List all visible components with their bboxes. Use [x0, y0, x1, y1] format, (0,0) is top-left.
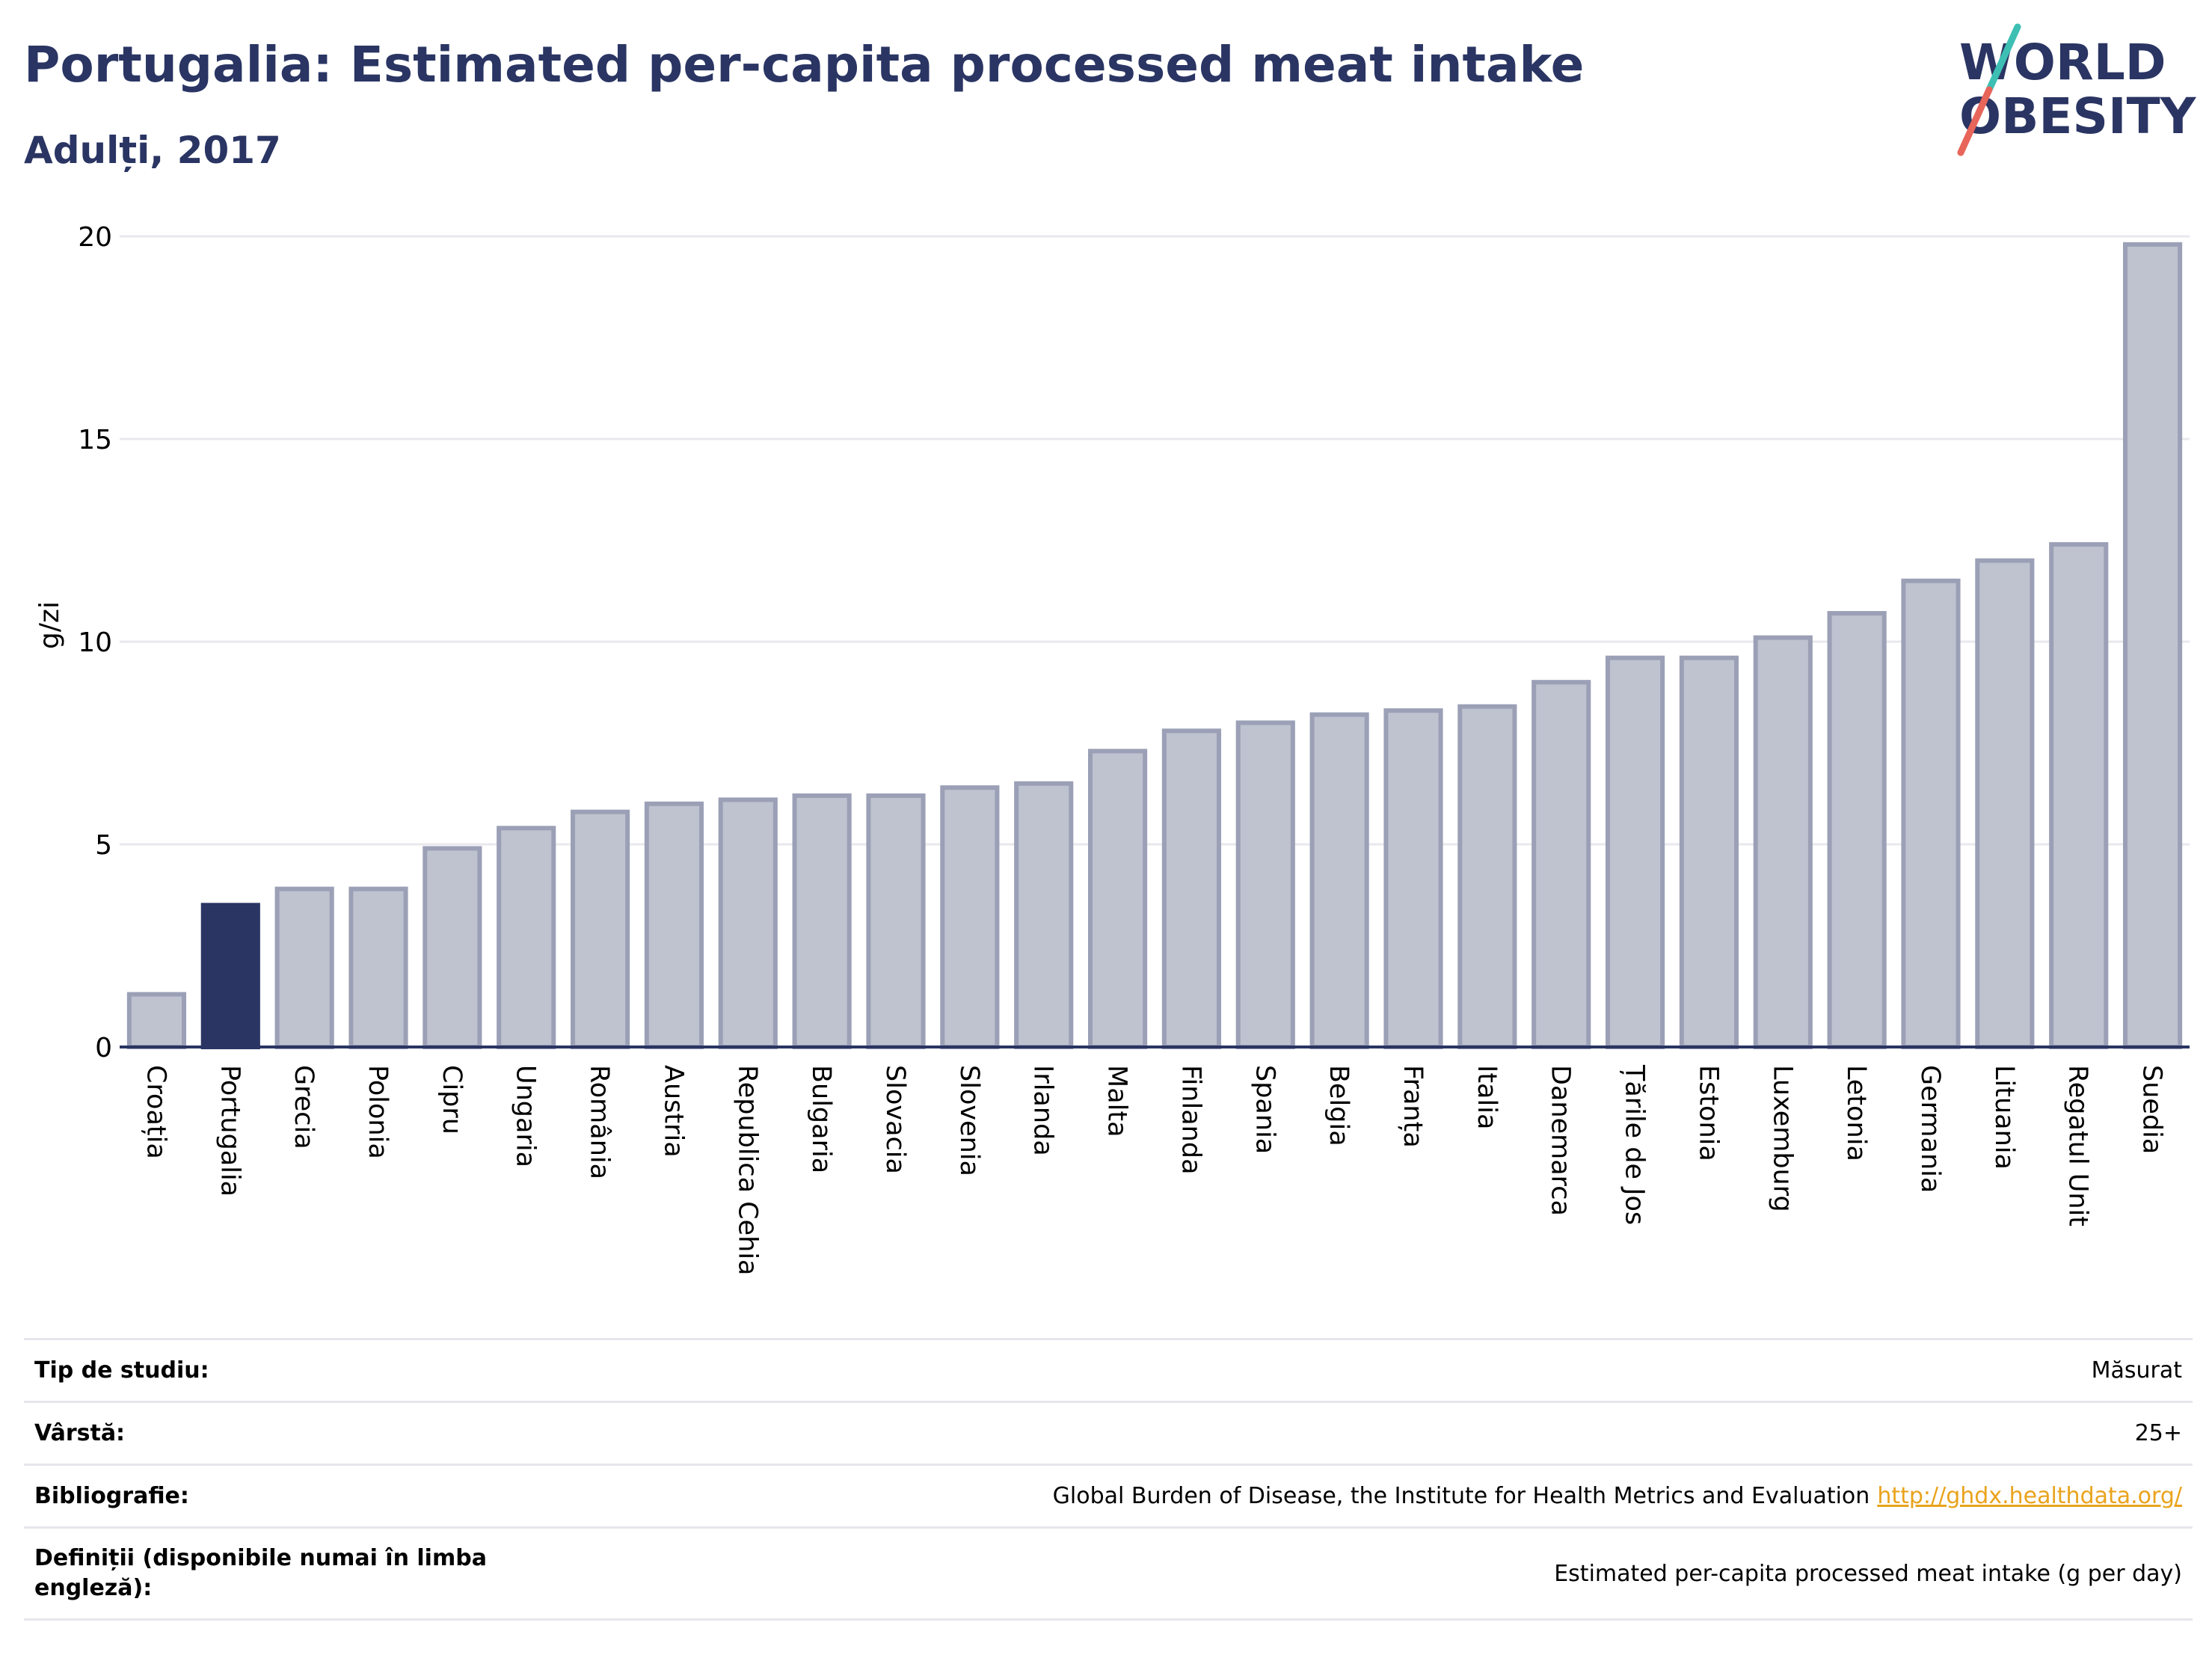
bars: [126, 242, 2183, 1050]
x-tick-label: Danemarca: [1546, 1065, 1576, 1216]
x-tick-label: Italia: [1472, 1065, 1502, 1129]
logo-accent-coral: [1957, 86, 1993, 156]
x-tick-label: Regatul Unit: [2063, 1065, 2093, 1226]
meta-value: Global Burden of Disease, the Institute …: [1053, 1483, 2193, 1509]
x-tick-label: Finlanda: [1176, 1065, 1205, 1175]
bar-irlanda: [1014, 781, 1074, 1049]
x-tick-label: Belgia: [1324, 1065, 1354, 1146]
bar-malta: [1087, 749, 1148, 1050]
x-tick-label: Franța: [1398, 1065, 1428, 1148]
y-tick-label: 20: [78, 222, 112, 253]
x-tick-label: Austria: [658, 1065, 688, 1158]
bar-danemarca: [1531, 680, 1591, 1049]
x-tick-label: Croația: [141, 1065, 170, 1159]
x-tick-label: Polonia: [363, 1065, 393, 1159]
meta-row: Tip de studiu: Măsurat: [24, 1338, 2193, 1401]
bar-suedia: [2122, 242, 2183, 1050]
x-tick-label: Slovenia: [954, 1065, 984, 1176]
chart-title: Portugalia: Estimated per-capita process…: [24, 36, 1585, 93]
meta-value-text: 25+: [2134, 1420, 2182, 1446]
bar-grecia: [274, 886, 334, 1049]
bar-belgia: [1309, 712, 1369, 1049]
x-axis-labels: Croația Portugalia Grecia Polonia Cipru Ungar…: [141, 1064, 2166, 1276]
bar-românia: [570, 809, 630, 1049]
bar-franța: [1383, 708, 1443, 1049]
logo-line2: OBESITY: [1959, 87, 2197, 145]
meta-row: Bibliografie: Global Burden of Disease, t…: [24, 1464, 2193, 1526]
bar-letonia: [1827, 611, 1887, 1049]
bar-finlanda: [1161, 728, 1222, 1049]
x-tick-label: Bulgaria: [806, 1065, 836, 1173]
x-tick-label: Spania: [1250, 1065, 1279, 1154]
meta-label: Tip de studiu:: [34, 1357, 209, 1384]
x-tick-label: România: [585, 1065, 615, 1179]
bar-slovenia: [940, 785, 1000, 1049]
bar-polonia: [348, 886, 408, 1049]
bar-slovacia: [866, 793, 926, 1049]
meta-row: Vârstă: 25+: [24, 1401, 2193, 1464]
x-tick-label: Letonia: [1841, 1065, 1871, 1161]
bar-cipru: [423, 846, 482, 1050]
y-axis-label: g/zi: [34, 601, 65, 649]
bar-croația: [126, 992, 187, 1050]
bar-estonia: [1679, 655, 1739, 1049]
x-tick-label: Malta: [1102, 1065, 1132, 1137]
x-tick-label: Lituania: [1989, 1065, 2019, 1170]
logo-accent-teal: [1985, 23, 2021, 93]
bar-țările-de-jos: [1605, 655, 1665, 1049]
meta-value: Măsurat: [2092, 1357, 2193, 1384]
meta-row: Definiții (disponibile numai în limba en…: [24, 1526, 2193, 1621]
bar-italia: [1457, 704, 1517, 1049]
meta-label: Vârstă:: [34, 1419, 126, 1446]
meta-value: Estimated per-capita processed meat inta…: [1554, 1561, 2193, 1587]
meta-value-text: Măsurat: [2091, 1357, 2182, 1384]
x-tick-label: Ungaria: [511, 1065, 541, 1167]
x-tick-label: Estonia: [1693, 1065, 1723, 1161]
bar-portugalia: [200, 903, 260, 1050]
bar-germania: [1901, 578, 1961, 1049]
x-tick-label: Republica Cehia: [732, 1065, 762, 1276]
meta-label: Bibliografie:: [34, 1482, 189, 1509]
x-tick-label: Slovacia: [880, 1065, 910, 1174]
bar-republica-cehia: [718, 797, 778, 1049]
source-link[interactable]: http://ghdx.healthdata.org/: [1877, 1483, 2182, 1509]
x-tick-label: Irlanda: [1028, 1065, 1058, 1156]
x-tick-label: Suedia: [2137, 1065, 2167, 1154]
y-tick-label: 5: [95, 830, 112, 861]
x-tick-label: Portugalia: [215, 1065, 245, 1197]
chart-subtitle: Adulți, 2017: [24, 129, 281, 172]
y-tick-label: 15: [78, 425, 112, 455]
bar-spania: [1235, 720, 1295, 1050]
world-obesity-logo: WORLD OBESITY: [1957, 23, 2197, 156]
y-tick-label: 10: [78, 627, 112, 658]
x-tick-label: Grecia: [289, 1065, 319, 1149]
x-tick-label: Cipru: [437, 1065, 467, 1134]
metadata-table: Tip de studiu: Măsurat Vârstă: 25+ Bibliogra…: [24, 1338, 2193, 1621]
meta-value-text: Global Burden of Disease, the Institute …: [1052, 1483, 1870, 1509]
meta-value-text: Estimated per-capita processed meat inta…: [1554, 1560, 2182, 1587]
y-axis-ticks: 0 5 10 15 20: [78, 222, 112, 1063]
x-tick-label: Luxemburg: [1767, 1065, 1797, 1212]
x-tick-label: Germania: [1915, 1065, 1945, 1193]
bar-ungaria: [497, 826, 556, 1049]
bar-luxemburg: [1753, 635, 1813, 1049]
bar-austria: [644, 801, 704, 1050]
bar-regatul-unit: [2049, 541, 2109, 1049]
bar-lituania: [1975, 558, 2035, 1049]
meta-label: Definiții (disponibile numai în limba en…: [34, 1545, 487, 1601]
meta-value: 25+: [2135, 1420, 2193, 1446]
x-tick-label: Țările de Jos: [1620, 1064, 1650, 1225]
y-tick-label: 0: [95, 1033, 112, 1063]
bar-bulgaria: [792, 793, 852, 1049]
